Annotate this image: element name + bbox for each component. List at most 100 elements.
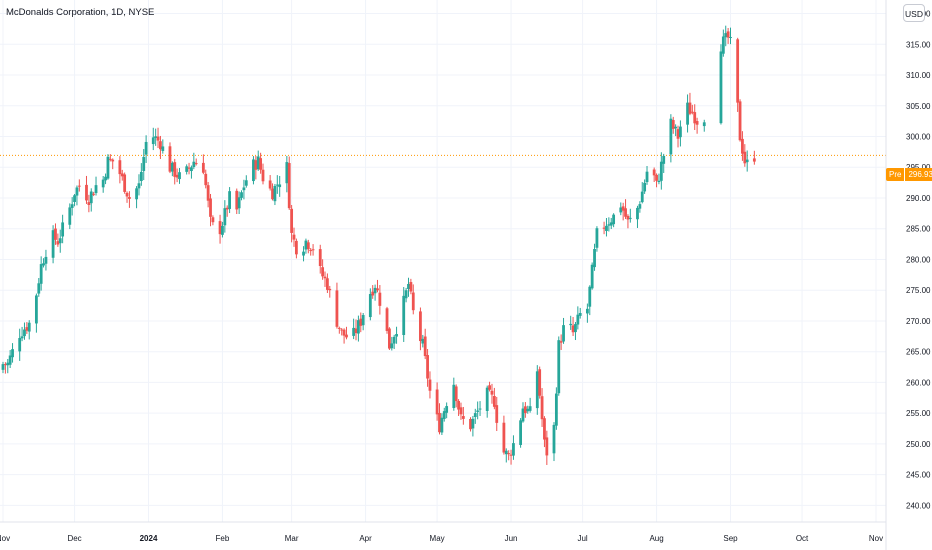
candle-body <box>294 240 298 255</box>
candle-body <box>657 180 661 182</box>
candle <box>25 322 29 334</box>
candle-body <box>361 315 365 326</box>
currency-button[interactable]: USD <box>903 4 925 22</box>
candle-body <box>6 362 10 366</box>
candle <box>679 120 682 147</box>
candle-body <box>626 215 630 220</box>
candle <box>335 282 339 329</box>
candle-body <box>526 408 530 412</box>
candle-body <box>652 169 656 176</box>
candle <box>521 402 525 423</box>
candle <box>519 418 522 448</box>
candle <box>268 175 272 191</box>
candle-body <box>507 453 511 455</box>
candle-body <box>595 228 599 248</box>
candle-body <box>624 208 627 217</box>
candle-body <box>170 162 174 172</box>
candle-body <box>669 118 673 155</box>
candle <box>452 377 456 411</box>
candle <box>440 413 444 436</box>
candle-body <box>20 336 24 339</box>
candle-body <box>137 183 141 189</box>
candle-body <box>125 192 129 197</box>
candle <box>419 307 422 351</box>
candle <box>504 448 508 463</box>
time-axis[interactable]: Nov Dec 2024 Feb Mar Apr May Jun Jul Aug Sep Oct Nov <box>0 534 883 543</box>
candle-body <box>108 158 112 160</box>
candle-body <box>440 417 444 433</box>
candle-body <box>342 329 346 336</box>
candle <box>287 156 291 210</box>
candle-body <box>204 173 208 186</box>
time-tick-label: 2024 <box>140 534 158 543</box>
candle-body <box>528 406 532 411</box>
candle-body <box>612 214 616 225</box>
candle <box>607 217 611 232</box>
candle-body <box>724 33 728 38</box>
candle-body <box>640 191 644 203</box>
candle-body <box>688 102 692 114</box>
candle <box>652 167 656 183</box>
candle-body <box>139 171 143 181</box>
candle <box>221 221 224 238</box>
candle <box>20 326 24 342</box>
candle-body <box>39 264 43 284</box>
candle <box>726 28 730 44</box>
candle-body <box>521 408 525 422</box>
candle-body <box>144 141 148 155</box>
candle <box>688 92 692 116</box>
candle <box>535 365 539 415</box>
candle <box>469 417 472 432</box>
candle <box>509 449 513 465</box>
candle-body <box>42 263 45 266</box>
candle <box>106 154 110 180</box>
candle-body <box>378 292 382 306</box>
time-tick-label: Apr <box>359 534 372 543</box>
candle <box>690 104 694 115</box>
grid-lines <box>0 0 886 522</box>
candle-body <box>488 385 491 390</box>
candle <box>435 382 439 421</box>
candle <box>488 381 491 392</box>
candle-body <box>185 166 189 172</box>
candle <box>471 415 475 437</box>
candle-body <box>609 222 613 226</box>
candle <box>240 190 243 201</box>
candle <box>135 186 138 209</box>
candle-body <box>3 364 7 366</box>
candle <box>311 244 315 256</box>
candle-body <box>77 185 81 187</box>
candle-body <box>306 242 310 250</box>
candle <box>170 161 174 177</box>
candle-body <box>225 207 229 210</box>
candle <box>357 315 360 342</box>
candle-body <box>452 384 456 409</box>
candle-body <box>252 159 255 182</box>
candle <box>457 399 460 416</box>
candle-body <box>190 167 193 172</box>
pre-market-price-tag: Pre 296.93 <box>886 168 932 181</box>
candle-body <box>142 157 146 171</box>
candle-body <box>738 101 742 141</box>
price-axis[interactable]: 240.00 245.00 250.00 255.00 260.00 265.00 270.… <box>906 10 931 511</box>
candle <box>378 285 382 315</box>
candle-body <box>476 410 480 412</box>
candle <box>745 150 749 172</box>
candle <box>624 199 627 219</box>
candle <box>421 334 425 348</box>
candle <box>144 135 148 163</box>
price-tick-label: 260.00 <box>906 378 931 387</box>
candle <box>571 316 575 337</box>
candle <box>741 131 744 161</box>
candle <box>340 328 344 336</box>
candle <box>337 326 341 334</box>
candle-body <box>702 122 706 127</box>
candle-body <box>407 283 410 289</box>
candle-body <box>602 227 606 229</box>
candle <box>118 156 122 184</box>
candle <box>125 191 129 203</box>
candle-body <box>593 249 596 268</box>
candle-body <box>89 191 93 204</box>
candle-body <box>435 389 439 415</box>
